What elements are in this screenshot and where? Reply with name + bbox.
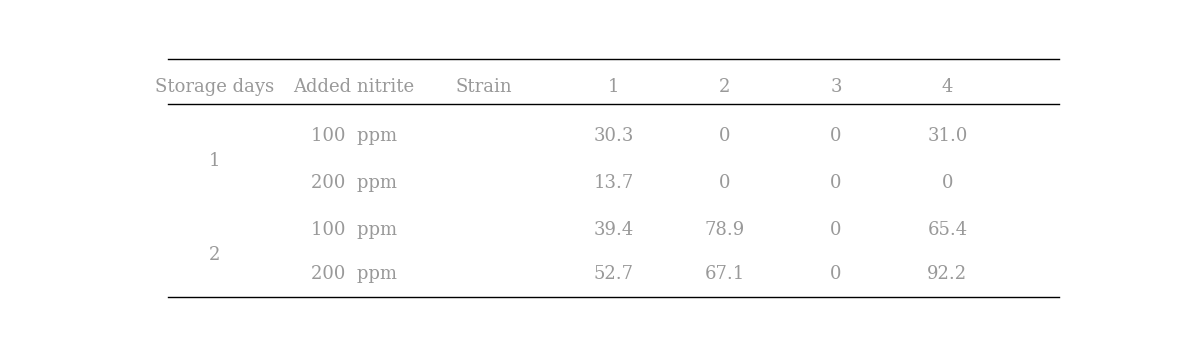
Text: 52.7: 52.7 (594, 265, 633, 283)
Text: 39.4: 39.4 (594, 221, 633, 239)
Text: 0: 0 (831, 265, 841, 283)
Text: 0: 0 (831, 221, 841, 239)
Text: 2: 2 (208, 246, 220, 264)
Text: 13.7: 13.7 (594, 174, 633, 192)
Text: 0: 0 (831, 127, 841, 146)
Text: 65.4: 65.4 (928, 221, 967, 239)
Text: 100  ppm: 100 ppm (311, 127, 396, 146)
Text: 30.3: 30.3 (594, 127, 633, 146)
Text: 78.9: 78.9 (705, 221, 745, 239)
Text: 0: 0 (719, 174, 730, 192)
Text: 67.1: 67.1 (705, 265, 745, 283)
Text: 1: 1 (608, 78, 619, 96)
Text: 4: 4 (942, 78, 953, 96)
Text: 0: 0 (831, 174, 841, 192)
Text: Added nitrite: Added nitrite (293, 78, 414, 96)
Text: 0: 0 (942, 174, 953, 192)
Text: Strain: Strain (455, 78, 512, 96)
Text: 92.2: 92.2 (928, 265, 967, 283)
Text: 2: 2 (719, 78, 730, 96)
Text: 31.0: 31.0 (928, 127, 967, 146)
Text: 0: 0 (719, 127, 730, 146)
Text: 3: 3 (831, 78, 841, 96)
Text: 1: 1 (208, 152, 220, 170)
Text: Storage days: Storage days (154, 78, 274, 96)
Text: 200  ppm: 200 ppm (311, 174, 396, 192)
Text: 100  ppm: 100 ppm (311, 221, 396, 239)
Text: 200  ppm: 200 ppm (311, 265, 396, 283)
